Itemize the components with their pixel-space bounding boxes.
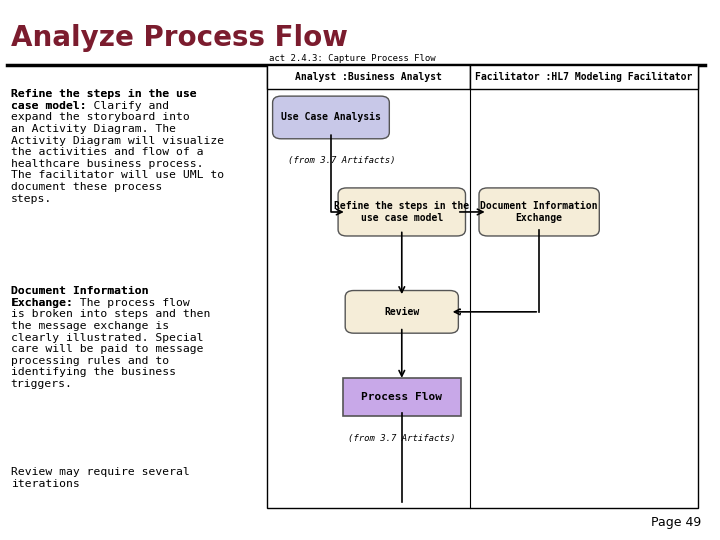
Text: Analyze Process Flow: Analyze Process Flow <box>11 24 348 52</box>
FancyBboxPatch shape <box>267 65 698 508</box>
FancyBboxPatch shape <box>469 65 698 89</box>
Text: Document Information
Exchange: Document Information Exchange <box>480 201 598 223</box>
Text: Analyst :Business Analyst: Analyst :Business Analyst <box>295 72 442 82</box>
Text: Process Flow: Process Flow <box>361 392 442 402</box>
Text: Review may require several
iterations: Review may require several iterations <box>11 467 189 489</box>
Text: (from 3.7 Artifacts): (from 3.7 Artifacts) <box>348 434 456 443</box>
Text: Page 49: Page 49 <box>651 516 701 529</box>
FancyBboxPatch shape <box>345 291 459 333</box>
FancyBboxPatch shape <box>343 378 461 416</box>
Text: Refine the steps in the use
case model: Clarify and
expand the storyboard into
a: Refine the steps in the use case model: … <box>11 89 224 204</box>
FancyBboxPatch shape <box>273 96 390 139</box>
Text: act 2.4.3: Capture Process Flow: act 2.4.3: Capture Process Flow <box>269 53 436 63</box>
Text: Document Information
Exchange: The process flow
is broken into steps and then
th: Document Information Exchange: The proce… <box>11 286 210 389</box>
Text: Refine the steps in the use
case model:: Refine the steps in the use case model: <box>11 89 197 111</box>
Text: (from 3.7 Artifacts): (from 3.7 Artifacts) <box>288 156 396 165</box>
Text: Refine the steps in the
use case model: Refine the steps in the use case model <box>334 201 469 223</box>
Text: Document Information
Exchange:: Document Information Exchange: <box>11 286 148 308</box>
Text: Review: Review <box>384 307 420 317</box>
Text: Facilitator :HL7 Modeling Facilitator: Facilitator :HL7 Modeling Facilitator <box>475 72 693 82</box>
FancyBboxPatch shape <box>479 188 599 236</box>
Text: Use Case Analysis: Use Case Analysis <box>281 112 381 123</box>
Text: <:: <: <box>454 307 464 316</box>
FancyBboxPatch shape <box>267 65 469 89</box>
FancyBboxPatch shape <box>338 188 466 236</box>
